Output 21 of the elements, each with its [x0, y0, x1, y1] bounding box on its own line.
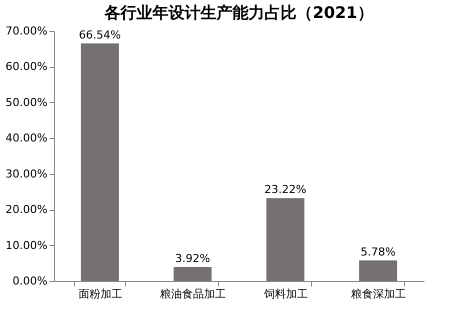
y-tick-label: 0.00% [12, 274, 48, 288]
data-label: 3.92% [175, 252, 210, 265]
y-tick-label: 10.00% [6, 238, 48, 252]
data-label: 23.22% [264, 183, 306, 196]
bar [359, 260, 398, 281]
bar [174, 267, 212, 281]
x-tick-label: 饲料加工 [262, 288, 308, 300]
bar [266, 198, 304, 281]
x-tick-label: 粮食深加工 [351, 288, 406, 300]
data-label: 5.78% [360, 245, 396, 258]
y-tick-label: 50.00% [6, 96, 48, 109]
y-tick-label: 20.00% [6, 203, 48, 216]
bar [80, 43, 119, 281]
x-tick-label: 粮油食品加工 [160, 288, 226, 300]
x-tick-label: 面粉加工 [78, 288, 122, 300]
y-tick-label: 60.00% [6, 60, 48, 74]
y-tick-label: 40.00% [6, 132, 48, 145]
data-label: 66.54% [78, 28, 121, 42]
y-tick-label: 30.00% [6, 167, 48, 180]
chart-title: 各行业年设计生产能力占比（2021） [104, 3, 374, 22]
y-tick-label: 70.00% [6, 24, 48, 38]
